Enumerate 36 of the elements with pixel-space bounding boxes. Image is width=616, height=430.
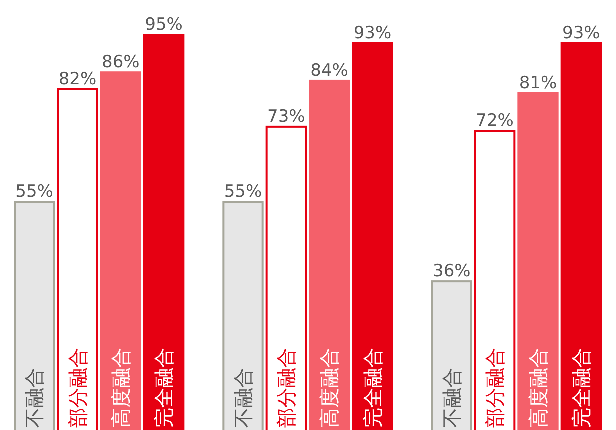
text: 部分融合 [274, 348, 298, 428]
bar [14, 201, 56, 430]
series-label: 不融合 [22, 368, 47, 428]
bar [352, 42, 394, 430]
data-label: 72% [476, 111, 514, 132]
data-label: 86% [102, 52, 140, 73]
bar [57, 88, 98, 430]
bar [266, 126, 307, 430]
series-label: 高度融合 [108, 348, 133, 428]
data-label: 82% [58, 69, 97, 90]
data-label: 55% [16, 182, 54, 202]
text: 部分融合 [483, 348, 508, 428]
data-label: 36% [433, 262, 471, 282]
text: 完全融合 [360, 348, 385, 428]
bar [100, 72, 142, 430]
bar [518, 92, 559, 430]
data-label: 84% [310, 60, 348, 81]
data-label: 93% [354, 23, 392, 44]
text: 不融合 [231, 368, 256, 428]
text: 高度融合 [526, 348, 550, 428]
data-label: 55% [224, 182, 262, 202]
text: 高度融合 [318, 348, 342, 428]
data-label: 93% [562, 23, 600, 44]
data-label: 95% [145, 15, 183, 35]
bar [144, 34, 185, 430]
data-label: 73% [268, 106, 306, 127]
bar [474, 130, 516, 430]
series-label: 部分融合 [66, 348, 90, 428]
bar [309, 80, 350, 430]
series-label: 完全融合 [152, 348, 176, 428]
bar [560, 42, 602, 430]
bar [222, 201, 264, 430]
bar [431, 280, 472, 430]
text: 完全融合 [569, 348, 594, 428]
text: 不融合 [440, 368, 464, 428]
data-label: 81% [519, 74, 558, 94]
